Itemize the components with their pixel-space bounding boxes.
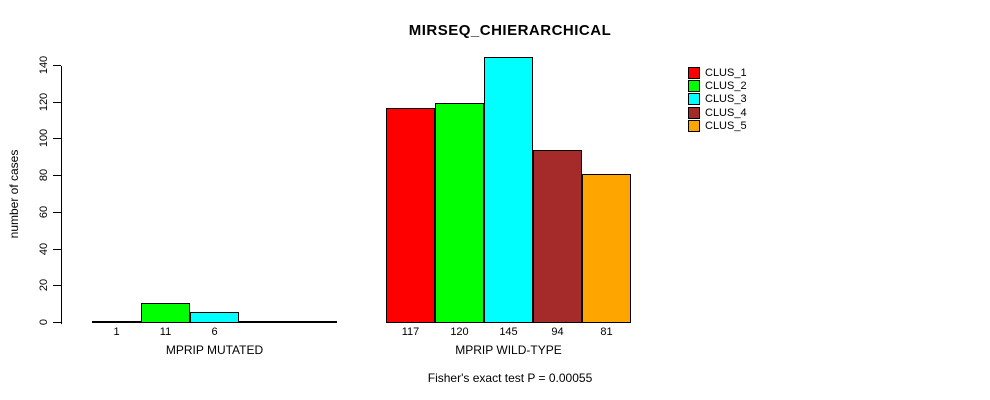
y-axis-tick-label-text: 20 xyxy=(38,278,50,292)
legend-label: CLUS_5 xyxy=(705,120,747,133)
x-axis-group-label-wild-type: MPRIP WILD-TYPE xyxy=(455,343,562,357)
y-axis-tick xyxy=(53,249,61,250)
bar-clus-3-mprip-wild-type xyxy=(484,57,533,323)
bar-clus-4-mprip-wild-type xyxy=(533,150,582,323)
bar-value-label-clus-2-mprip-wild-type: 120 xyxy=(450,326,469,338)
legend-swatch-icon xyxy=(688,80,700,93)
bar-clus-2-mprip-wild-type xyxy=(435,103,484,323)
legend-swatch-icon xyxy=(688,106,700,119)
legend-swatch-icon xyxy=(688,120,700,133)
y-axis-tick-label-text: 40 xyxy=(38,242,50,256)
legend: CLUS_1 CLUS_2 CLUS_3 CLUS_4 CLUS_5 xyxy=(688,66,747,133)
legend-label: CLUS_3 xyxy=(705,93,747,106)
fisher-test-annotation: Fisher's exact test P = 0.00055 xyxy=(427,371,593,385)
legend-item-clus-5: CLUS_5 xyxy=(688,120,747,133)
legend-swatch-icon xyxy=(688,93,700,106)
bar-value-label-clus-5-mprip-wild-type: 81 xyxy=(600,326,613,338)
legend-swatch-icon xyxy=(688,66,700,79)
bar-clus-3-mprip-mutated xyxy=(190,312,239,323)
y-axis-tick-label-text: 80 xyxy=(38,168,50,182)
bar-clus-1-mprip-wild-type xyxy=(386,108,435,323)
y-axis-tick-label-text: 60 xyxy=(38,205,50,219)
y-axis-tick xyxy=(53,65,61,66)
legend-label: CLUS_2 xyxy=(705,80,747,93)
bar-value-label-clus-2-mprip-mutated: 11 xyxy=(159,326,172,338)
legend-item-clus-4: CLUS_4 xyxy=(688,106,747,119)
y-axis-tick xyxy=(53,322,61,323)
y-axis-tick-label-text: 120 xyxy=(38,92,50,112)
bar-clus-2-mprip-mutated xyxy=(141,303,190,323)
legend-label: CLUS_1 xyxy=(705,66,747,79)
y-axis-tick xyxy=(53,212,61,213)
y-axis-title-text: number of cases xyxy=(7,149,21,239)
bar-value-label-clus-1-mprip-mutated: 1 xyxy=(113,326,120,338)
legend-label: CLUS_4 xyxy=(705,106,747,119)
y-axis-tick-label-text: 100 xyxy=(38,128,50,148)
x-axis-group-label-mutated: MPRIP MUTATED xyxy=(165,343,264,357)
legend-item-clus-2: CLUS_2 xyxy=(688,79,747,93)
y-axis-tick-label-text: 0 xyxy=(38,318,50,326)
y-axis-tick xyxy=(53,102,61,103)
y-axis-tick xyxy=(53,175,61,176)
y-axis-tick xyxy=(53,138,61,139)
chart-title: MIRSEQ_CHIERARCHICAL xyxy=(408,22,612,39)
bar-value-label-clus-4-mprip-wild-type: 94 xyxy=(551,326,564,338)
zero-bar-clus-4-mprip-mutated xyxy=(239,321,288,323)
zero-bar-clus-5-mprip-mutated xyxy=(288,321,337,323)
y-axis-tick xyxy=(53,285,61,286)
legend-item-clus-1: CLUS_1 xyxy=(688,66,747,79)
bar-value-label-clus-3-mprip-mutated: 6 xyxy=(211,326,218,338)
bar-clus-5-mprip-wild-type xyxy=(582,174,631,323)
y-axis-line xyxy=(61,66,62,324)
y-axis-tick-label-text: 140 xyxy=(38,55,50,75)
bar-value-label-clus-1-mprip-wild-type: 117 xyxy=(401,326,420,338)
bar-clus-1-mprip-mutated xyxy=(92,321,141,323)
bar-value-label-clus-3-mprip-wild-type: 145 xyxy=(499,326,518,338)
legend-item-clus-3: CLUS_3 xyxy=(688,93,747,106)
